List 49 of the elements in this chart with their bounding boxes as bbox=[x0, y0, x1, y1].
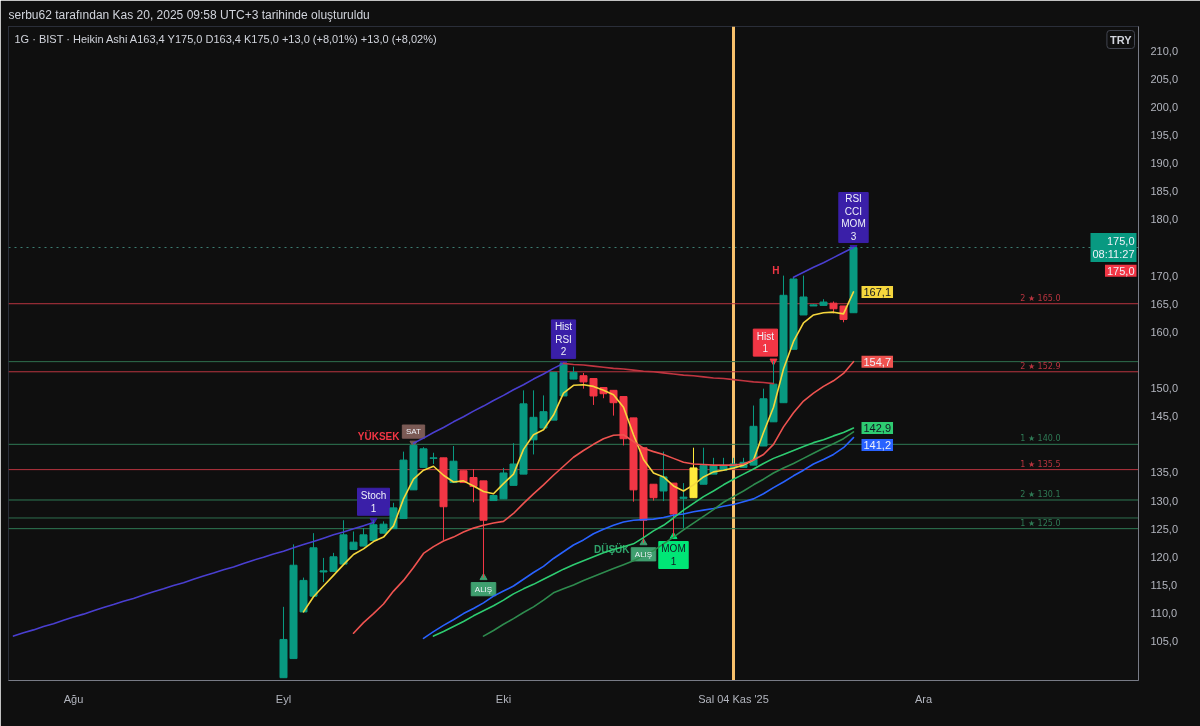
data-label: Stoch 1 bbox=[360, 489, 387, 514]
ref-line-label: 1 ★ 125.0 bbox=[1020, 518, 1061, 528]
y-tick-label: 115,0 bbox=[1150, 578, 1178, 591]
text: 08:11:27 bbox=[1092, 248, 1135, 261]
y-tick-label: 105,0 bbox=[1150, 635, 1179, 648]
x-tick-label: Eki bbox=[495, 692, 512, 705]
data-label: 142,9 bbox=[863, 422, 892, 435]
y-tick-label: 195,0 bbox=[1150, 129, 1179, 142]
y-tick-label: 130,0 bbox=[1150, 494, 1179, 507]
chart-title: serbu62 tarafından Kas 20, 2025 09:58 UTC+3 tarihinde oluşturuldu bbox=[8, 7, 370, 22]
y-tick-label: 135,0 bbox=[1150, 466, 1179, 479]
data-label: ALIŞ bbox=[474, 584, 493, 594]
text: H bbox=[772, 265, 780, 277]
x-tick-label: Eyl bbox=[275, 692, 292, 705]
y-tick-label: 160,0 bbox=[1150, 325, 1179, 338]
text: 1G · BIST · Heikin Ashi A163,4 Y175,0 D163,4 K175,0 +13,0 (+8,01%) +13,0 (+8,02%) bbox=[14, 32, 437, 45]
y-tick-label: 170,0 bbox=[1150, 269, 1179, 282]
y-tick-label: 145,0 bbox=[1150, 410, 1179, 423]
ref-line-label: 2 ★ 165.0 bbox=[1020, 293, 1061, 303]
x-tick-label: Sal 04 Kas '25 bbox=[698, 692, 769, 705]
y-tick-label: 205,0 bbox=[1150, 72, 1179, 85]
y-tick-label: 120,0 bbox=[1150, 550, 1179, 563]
y-tick-label: 210,0 bbox=[1150, 44, 1179, 57]
y-tick-label: 200,0 bbox=[1150, 100, 1179, 113]
y-tick-label: 165,0 bbox=[1150, 297, 1179, 310]
y-tick-label: 190,0 bbox=[1150, 157, 1179, 170]
y-tick-label: 180,0 bbox=[1150, 213, 1179, 226]
y-tick-label: 185,0 bbox=[1150, 185, 1179, 198]
y-tick-label: 110,0 bbox=[1150, 607, 1178, 620]
data-label: 154,7 bbox=[863, 355, 892, 368]
data-label: MOM 1 bbox=[661, 543, 686, 567]
y-axis-title: TRY bbox=[1109, 33, 1133, 46]
data-label: Hist RSI 2 bbox=[554, 320, 573, 358]
ref-line-label: 2 ★ 152.9 bbox=[1020, 361, 1061, 371]
data-label: RSI CCI MOM 3 bbox=[841, 193, 866, 243]
ref-line-label: 1 ★ 135.5 bbox=[1020, 459, 1061, 469]
x-tick-label: Ağu bbox=[63, 692, 84, 705]
ref-line-label: 1 ★ 140.0 bbox=[1020, 434, 1061, 444]
text: YÜKSEK bbox=[357, 431, 400, 443]
text: 175,0 bbox=[1106, 264, 1135, 277]
data-label: 167,1 bbox=[863, 285, 892, 298]
y-tick-label: 150,0 bbox=[1150, 382, 1179, 395]
data-label: Hist 1 bbox=[756, 330, 775, 355]
ref-line-label: 2 ★ 130.1 bbox=[1020, 489, 1061, 499]
data-label: SAT bbox=[406, 427, 422, 437]
data-label: 141,2 bbox=[863, 439, 892, 452]
y-tick-label: 125,0 bbox=[1150, 522, 1179, 535]
x-tick-label: Ara bbox=[914, 692, 933, 705]
annotation: 175,0 bbox=[1106, 234, 1135, 247]
